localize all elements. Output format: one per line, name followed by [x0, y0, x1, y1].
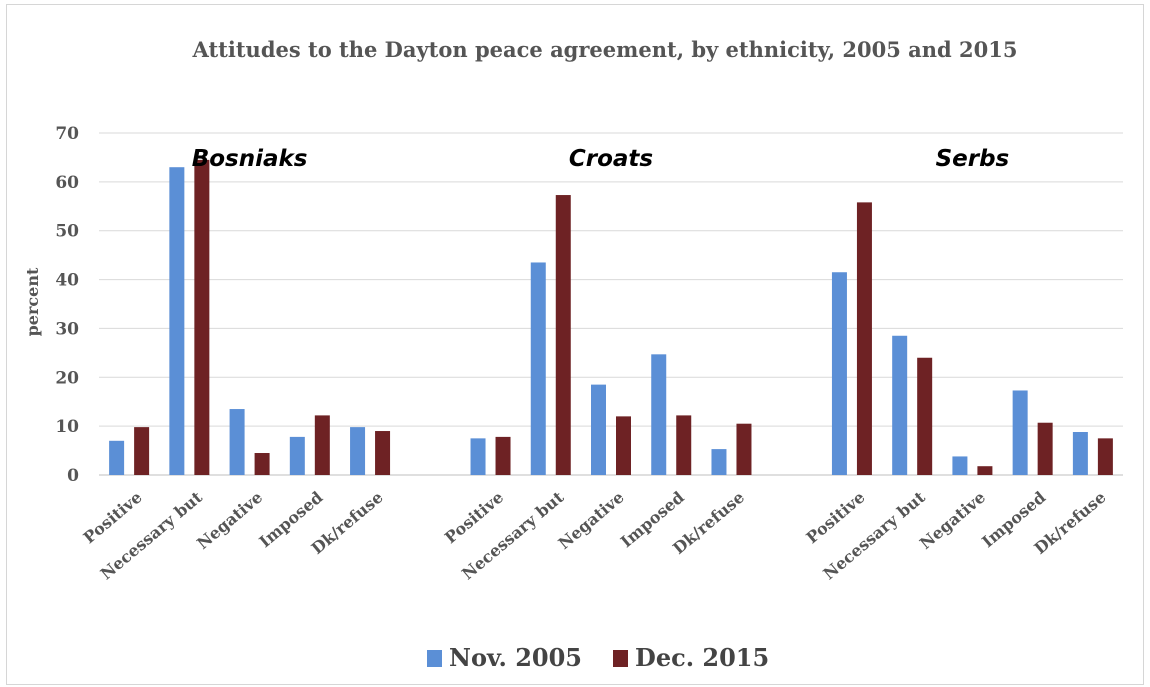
- bar-serbs-1-dec2015: [917, 357, 933, 475]
- bar-croats-3-nov2005: [651, 354, 667, 475]
- bar-croats-1-dec2015: [555, 195, 571, 475]
- bar-serbs-4-nov2005: [1072, 432, 1088, 475]
- group-label-bosniaks: Bosniaks: [192, 146, 308, 172]
- bar-bosniaks-3-dec2015: [314, 415, 330, 475]
- bar-serbs-2-dec2015: [977, 466, 993, 475]
- y-tick-label: 70: [55, 124, 79, 144]
- legend-swatch-dec2015: [613, 650, 628, 667]
- bar-bosniaks-0-dec2015: [134, 427, 150, 475]
- category-label: Necessary but: [97, 487, 207, 583]
- bar-serbs-1-nov2005: [892, 335, 908, 475]
- y-tick-labels: 0 10 20 30 40 50 60 70: [55, 124, 79, 486]
- legend-swatch-nov2005: [427, 650, 442, 667]
- legend: Nov. 2005 Dec. 2015: [427, 643, 769, 672]
- y-tick-label: 0: [67, 466, 79, 486]
- bar-croats-0-nov2005: [470, 438, 486, 475]
- bar-bosniaks-4-dec2015: [375, 431, 391, 475]
- y-tick-label: 20: [55, 368, 79, 388]
- bar-serbs-4-dec2015: [1097, 438, 1113, 475]
- chart-frame: Attitudes to the Dayton peace agreement,…: [6, 4, 1144, 685]
- y-tick-label: 60: [55, 173, 79, 193]
- chart-svg: Attitudes to the Dayton peace agreement,…: [23, 37, 1123, 672]
- bar-bosniaks-3-nov2005: [289, 436, 305, 475]
- category-label: Necessary but: [820, 487, 930, 583]
- bar-croats-2-nov2005: [591, 384, 606, 475]
- bar-croats-4-dec2015: [736, 423, 752, 475]
- bar-croats-0-dec2015: [495, 436, 511, 475]
- group-label-croats: Croats: [569, 146, 653, 172]
- bar-bosniaks-0-nov2005: [109, 440, 125, 475]
- bar-bosniaks-2-nov2005: [229, 409, 245, 475]
- group-label-serbs: Serbs: [936, 146, 1010, 172]
- bar-serbs-2-nov2005: [952, 456, 968, 475]
- bar-croats-3-dec2015: [676, 415, 692, 475]
- bar-serbs-3-nov2005: [1012, 390, 1028, 475]
- legend-label-nov2005: Nov. 2005: [449, 643, 582, 672]
- bar-serbs-3-dec2015: [1037, 422, 1053, 475]
- grid-layer: [99, 132, 1123, 476]
- bar-serbs-0-dec2015: [856, 202, 872, 475]
- bar-bosniaks-1-dec2015: [194, 159, 210, 475]
- y-tick-label: 10: [55, 417, 79, 437]
- bar-serbs-0-nov2005: [831, 272, 847, 475]
- y-tick-label: 30: [55, 319, 79, 339]
- bar-croats-2-dec2015: [616, 416, 631, 475]
- y-tick-label: 50: [55, 222, 79, 242]
- bars-layer: [109, 159, 1113, 475]
- bar-bosniaks-2-dec2015: [254, 453, 270, 475]
- category-label: Negative: [916, 488, 989, 554]
- legend-label-dec2015: Dec. 2015: [635, 643, 769, 672]
- category-label: Negative: [555, 488, 628, 554]
- bar-croats-1-nov2005: [530, 262, 546, 475]
- category-label: Necessary but: [458, 487, 568, 583]
- chart-title: Attitudes to the Dayton peace agreement,…: [192, 37, 1018, 62]
- y-tick-label: 40: [55, 271, 79, 291]
- bar-bosniaks-1-nov2005: [169, 167, 185, 475]
- bar-croats-4-nov2005: [711, 449, 727, 475]
- group-labels: Bosniaks Croats Serbs: [192, 146, 1010, 172]
- bar-bosniaks-4-nov2005: [350, 427, 366, 475]
- y-axis-label: percent: [23, 267, 42, 336]
- category-label: Negative: [193, 488, 266, 554]
